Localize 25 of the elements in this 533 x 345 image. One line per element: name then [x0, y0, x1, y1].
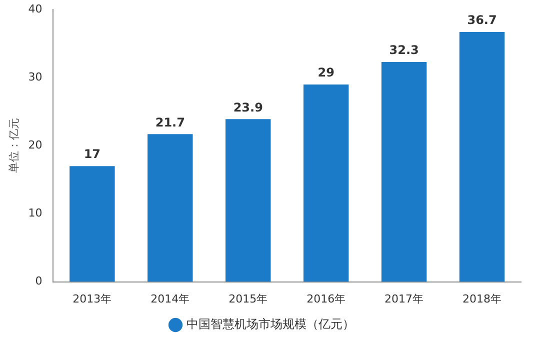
- x-tick-label: 2018年: [462, 292, 502, 306]
- x-tick-label: 2014年: [150, 292, 190, 306]
- y-tick-label: 0: [35, 274, 42, 288]
- bar: [459, 32, 505, 282]
- bar: [70, 166, 115, 282]
- y-tick-label: 40: [28, 2, 42, 16]
- data-label: 29: [318, 66, 334, 80]
- bar: [381, 62, 427, 282]
- x-tick-label: 2017年: [384, 292, 424, 306]
- y-axis-title: 单位：亿元: [7, 118, 20, 174]
- bar: [303, 84, 349, 282]
- bar: [226, 119, 271, 282]
- legend-label: 中国智慧机场市场规模（亿元）: [186, 317, 354, 332]
- data-label: 17: [84, 147, 101, 162]
- data-label: 21.7: [155, 115, 185, 130]
- y-tick-label: 10: [28, 206, 42, 220]
- bar: [148, 134, 193, 282]
- y-tick-label: 20: [28, 138, 42, 152]
- x-tick-label: 2016年: [306, 292, 346, 306]
- x-tick-label: 2013年: [72, 292, 112, 306]
- x-tick-label: 2015年: [228, 292, 268, 306]
- data-label: 36.7: [467, 13, 497, 28]
- data-label: 23.9: [233, 100, 263, 114]
- y-tick-label: 30: [28, 70, 42, 84]
- data-label: 32.3: [389, 43, 419, 58]
